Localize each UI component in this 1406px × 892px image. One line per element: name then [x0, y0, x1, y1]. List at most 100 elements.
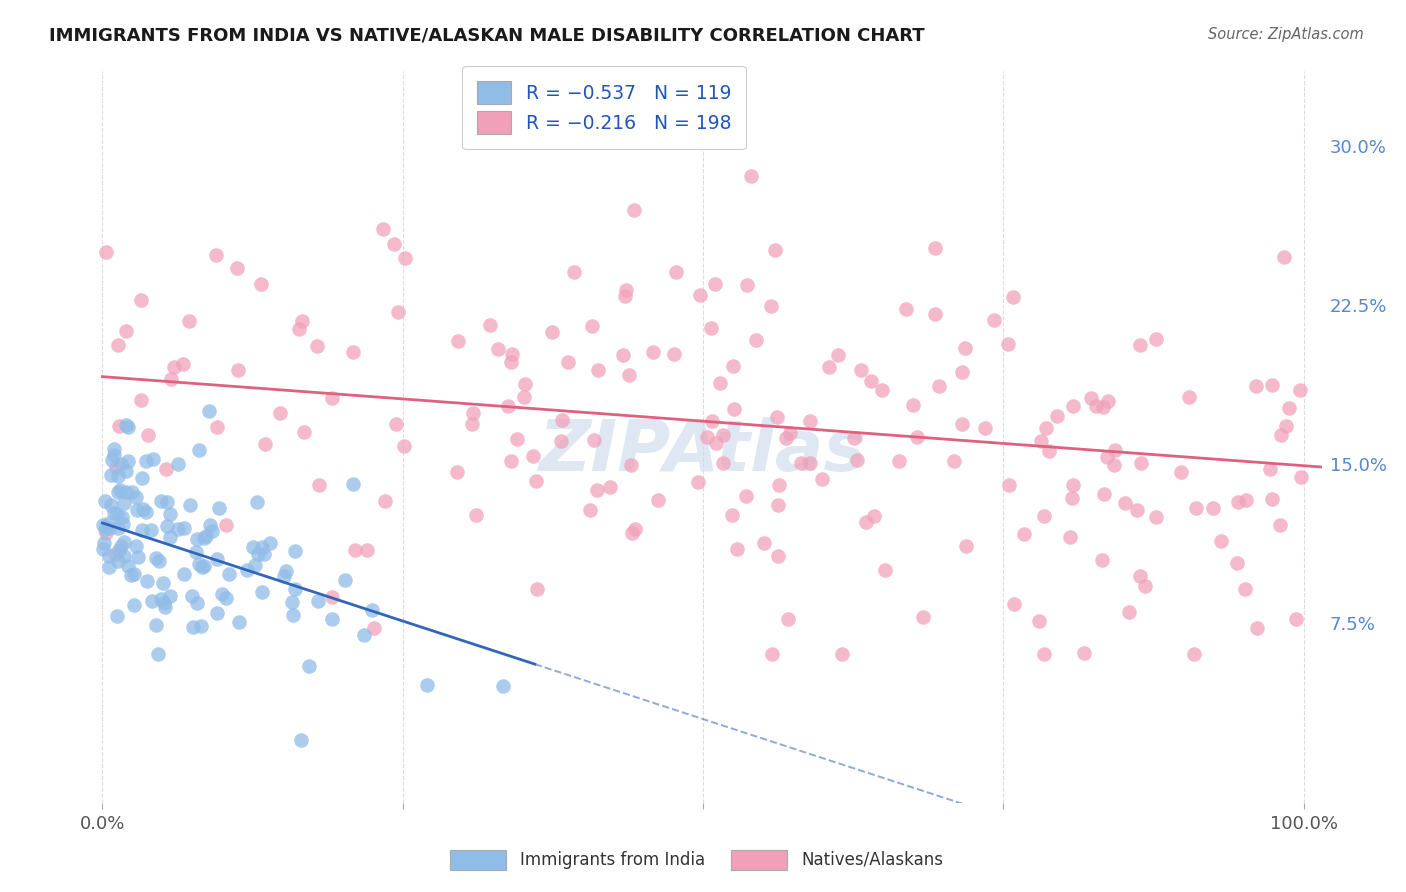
Point — [117, 419, 139, 434]
Text: Immigrants from India: Immigrants from India — [520, 851, 706, 869]
Point — [124, 598, 146, 612]
Point — [447, 334, 470, 348]
Point — [1060, 491, 1083, 505]
Point — [541, 325, 564, 339]
Point — [141, 593, 163, 607]
Point — [768, 478, 790, 492]
Point — [156, 519, 179, 533]
Point — [93, 536, 115, 550]
Text: ZIPAtlas: ZIPAtlas — [538, 417, 868, 486]
Point — [1177, 390, 1199, 404]
Point — [901, 398, 924, 412]
Point — [586, 363, 609, 377]
Point — [735, 490, 758, 504]
Point — [226, 363, 249, 377]
Point — [924, 307, 946, 321]
Point — [135, 454, 157, 468]
Point — [1104, 442, 1126, 457]
Point — [790, 456, 813, 470]
Point — [1102, 458, 1125, 472]
Point — [1073, 646, 1095, 660]
Point — [950, 365, 973, 379]
Point — [612, 348, 634, 362]
Point — [513, 390, 536, 404]
Text: Natives/Alaskans: Natives/Alaskans — [801, 851, 943, 869]
Point — [1128, 568, 1150, 582]
Point — [461, 406, 484, 420]
Point — [1062, 478, 1084, 492]
Point — [579, 503, 602, 517]
Point — [179, 499, 201, 513]
Point — [1234, 493, 1257, 508]
Point — [235, 563, 257, 577]
Point — [1133, 579, 1156, 593]
Point — [488, 343, 510, 357]
Legend: R = −0.537   N = 119, R = −0.216   N = 198: R = −0.537 N = 119, R = −0.216 N = 198 — [463, 66, 747, 149]
Point — [550, 434, 572, 448]
Point — [1144, 333, 1167, 347]
Text: IMMIGRANTS FROM INDIA VS NATIVE/ALASKAN MALE DISABILITY CORRELATION CHART: IMMIGRANTS FROM INDIA VS NATIVE/ALASKAN … — [49, 27, 925, 45]
Point — [763, 243, 786, 257]
Point — [1059, 530, 1081, 544]
Point — [145, 618, 167, 632]
Point — [766, 549, 789, 563]
Point — [1170, 465, 1192, 479]
Point — [120, 568, 142, 582]
Point — [115, 485, 138, 500]
Point — [107, 338, 129, 352]
Point — [127, 550, 149, 565]
Point — [91, 541, 114, 556]
Point — [1028, 614, 1050, 628]
Point — [190, 618, 212, 632]
Point — [1270, 428, 1292, 442]
Point — [711, 427, 734, 442]
Point — [97, 560, 120, 574]
Point — [1184, 501, 1206, 516]
Point — [149, 591, 172, 606]
Point — [166, 458, 188, 472]
Point — [181, 589, 204, 603]
Point — [253, 547, 276, 561]
Point — [1114, 496, 1136, 510]
Point — [114, 418, 136, 433]
Point — [1144, 510, 1167, 524]
Point — [114, 324, 136, 338]
Point — [254, 437, 277, 451]
Point — [723, 402, 745, 417]
Point — [623, 203, 645, 218]
Point — [288, 322, 311, 336]
Point — [153, 600, 176, 615]
Point — [896, 301, 918, 316]
Point — [276, 564, 298, 578]
Point — [740, 169, 762, 184]
Point — [620, 458, 643, 472]
Point — [284, 544, 307, 558]
Point — [974, 421, 997, 435]
Point — [186, 532, 208, 546]
Point — [778, 612, 800, 626]
Point — [141, 523, 163, 537]
Point — [307, 594, 329, 608]
Point — [290, 732, 312, 747]
Point — [849, 362, 872, 376]
Point — [1289, 383, 1312, 397]
Point — [135, 574, 157, 589]
Point — [131, 471, 153, 485]
Point — [1046, 409, 1069, 424]
Point — [700, 320, 723, 334]
Point — [1001, 290, 1024, 304]
Point — [461, 417, 484, 431]
Point — [125, 490, 148, 504]
Point — [298, 659, 321, 673]
Point — [371, 222, 394, 236]
Point — [1234, 582, 1257, 596]
Point — [1085, 400, 1108, 414]
Point — [613, 289, 636, 303]
Point — [247, 547, 270, 561]
Point — [111, 516, 134, 531]
Point — [765, 409, 787, 424]
Point — [243, 558, 266, 572]
Point — [207, 552, 229, 566]
Point — [524, 474, 547, 488]
Point — [1092, 486, 1115, 500]
